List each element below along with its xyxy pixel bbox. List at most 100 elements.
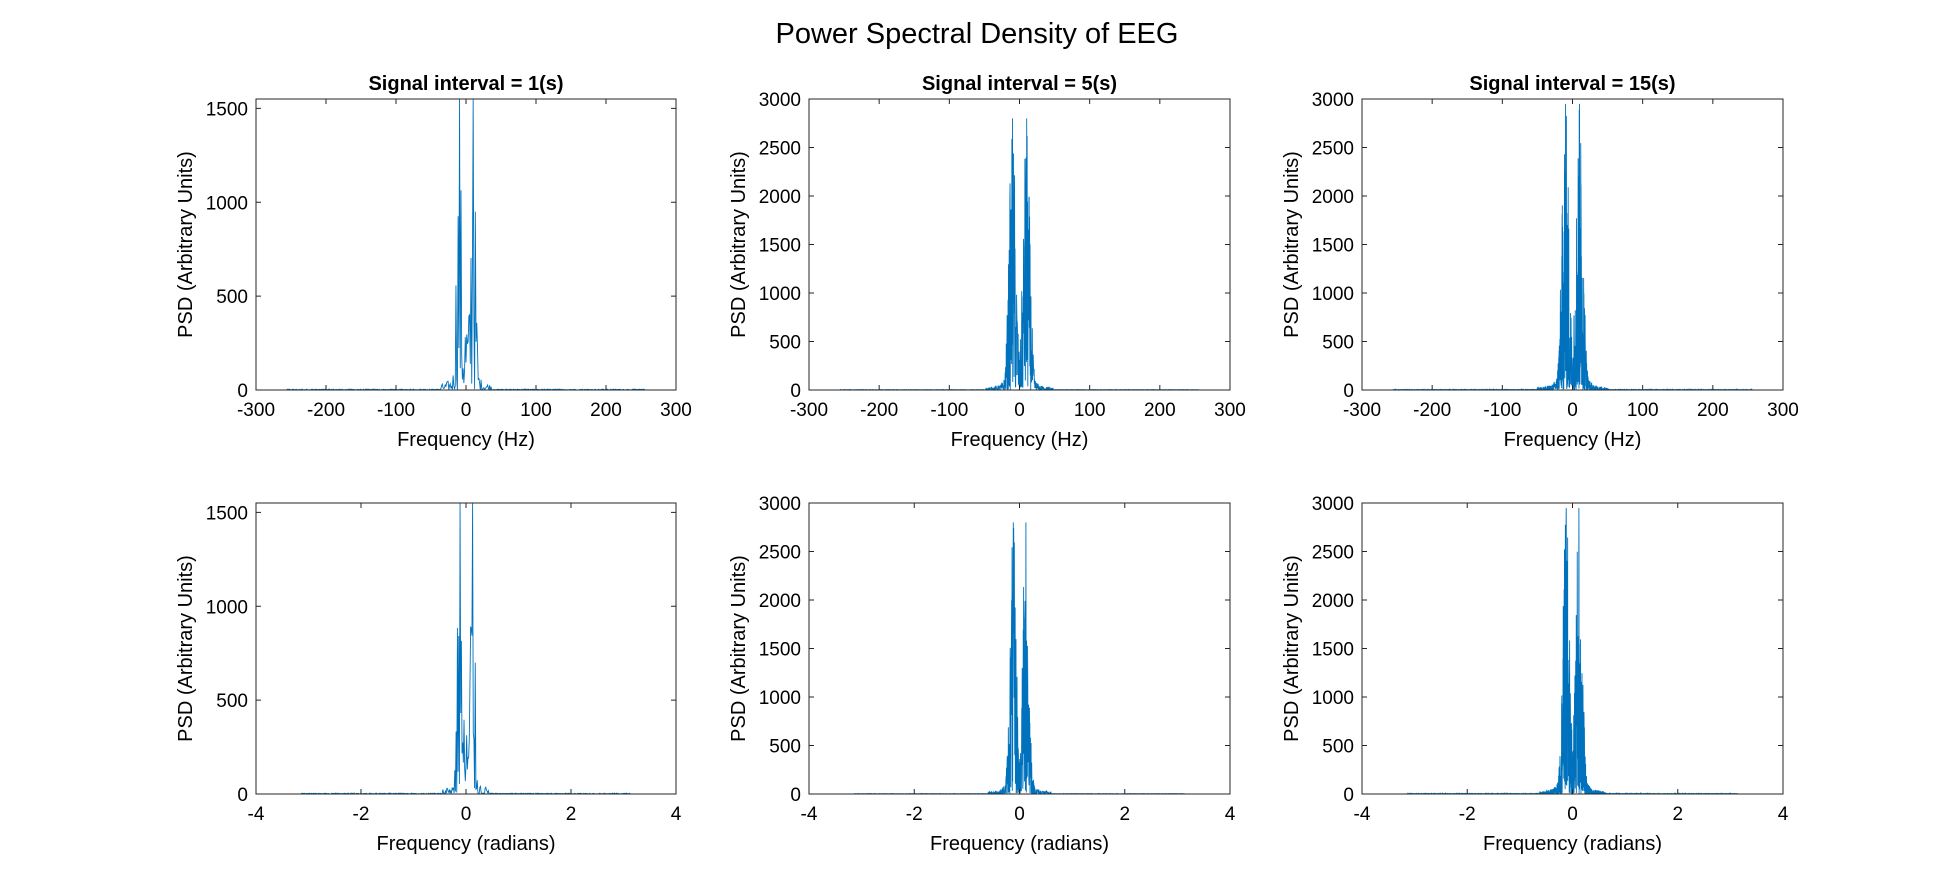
y-tick-label: 2500 <box>759 543 801 564</box>
x-tick-label: 4 <box>671 804 682 825</box>
y-tick-label: 0 <box>790 381 801 402</box>
subplot-2: -300 -200 -100 0 100 200 300050010001500200025… <box>728 73 1246 451</box>
y-tick-label: 3000 <box>759 90 801 111</box>
y-tick-label: 500 <box>769 737 801 758</box>
x-tick-label: -4 <box>248 804 265 825</box>
subplot-5: -4 -2 0 2 4 0 500 1000 1500 2000 2500 3000 Frequency… <box>728 494 1236 855</box>
subplot-title: Signal interval = 15(s) <box>1469 73 1675 95</box>
y-tick-label: 1500 <box>759 640 801 661</box>
x-axis-label: Frequency (radians) <box>1483 833 1662 855</box>
x-tick-label: 200 <box>590 400 622 421</box>
y-tick-label: 2500 <box>1312 139 1354 160</box>
x-tick-label: -200 <box>860 400 898 421</box>
y-axis-label: PSD (Arbitrary Units) <box>728 151 750 338</box>
x-tick-label: 0 <box>1567 804 1578 825</box>
y-tick-label: 500 <box>216 691 248 712</box>
y-tick-label: 500 <box>216 287 248 308</box>
x-tick-label: 0 <box>1567 400 1578 421</box>
y-tick-label: 1500 <box>759 236 801 257</box>
y-tick-label: 1000 <box>759 284 801 305</box>
axes-box <box>1361 502 1784 795</box>
x-tick-label: 4 <box>1778 804 1789 825</box>
y-tick-label: 2500 <box>759 139 801 160</box>
x-tick-label: 4 <box>1225 804 1236 825</box>
y-tick-label: 1000 <box>206 193 248 214</box>
x-axis-label: Frequency (radians) <box>377 833 556 855</box>
x-tick-label: -4 <box>801 804 818 825</box>
y-axis-label: PSD (Arbitrary Units) <box>1281 555 1303 742</box>
x-axis-label: Frequency (Hz) <box>951 429 1089 451</box>
x-tick-label: 0 <box>1014 400 1025 421</box>
subplot-title: Signal interval = 1(s) <box>368 73 563 95</box>
y-axis-label: PSD (Arbitrary Units) <box>175 151 197 338</box>
y-tick-label: 1500 <box>1312 640 1354 661</box>
x-tick-label: -100 <box>1483 400 1521 421</box>
x-tick-label: 200 <box>1697 400 1729 421</box>
y-tick-label: 1500 <box>206 503 248 524</box>
psd-series-line <box>1392 103 1753 390</box>
y-tick-label: 2000 <box>759 591 801 612</box>
x-tick-label: -200 <box>307 400 345 421</box>
x-tick-label: -2 <box>906 804 923 825</box>
x-axis-label: Frequency (Hz) <box>1504 429 1642 451</box>
x-tick-label: -2 <box>353 804 370 825</box>
x-tick-label: -4 <box>1354 804 1371 825</box>
x-tick-label: -300 <box>1343 400 1381 421</box>
y-tick-label: 500 <box>1322 333 1354 354</box>
y-tick-label: 1500 <box>206 99 248 120</box>
x-tick-label: -100 <box>377 400 415 421</box>
y-tick-label: 1000 <box>759 688 801 709</box>
x-tick-label: -100 <box>930 400 968 421</box>
psd-series-line <box>1406 507 1739 794</box>
psd-series-line <box>300 503 631 794</box>
subplot-1: -300 -200 -100 0 100 200 300 0 500 1000 1500 Signal… <box>175 73 692 451</box>
x-tick-label: 300 <box>1767 400 1799 421</box>
subplot-4: -4 -2 0 2 4 0 500 1000 1500 Frequency (radians) PS… <box>175 502 682 855</box>
x-tick-label: 0 <box>461 804 472 825</box>
y-tick-label: 2500 <box>1312 543 1354 564</box>
x-tick-label: 300 <box>660 400 692 421</box>
subplot-3: -300 -200 -100 0 100 200 300050010001500200025… <box>1281 73 1799 451</box>
y-tick-label: 3000 <box>1312 90 1354 111</box>
x-tick-label: 2 <box>566 804 577 825</box>
subplot-6: -4 -2 0 2 4 0 500 1000 1500 2000 2500 3000 Frequency… <box>1281 494 1789 855</box>
axes-box <box>808 502 1231 795</box>
y-tick-label: 1000 <box>206 597 248 618</box>
x-tick-label: -300 <box>237 400 275 421</box>
x-tick-label: 100 <box>1074 400 1106 421</box>
x-tick-label: 0 <box>1014 804 1025 825</box>
y-tick-label: 0 <box>1343 785 1354 806</box>
subplot-title: Signal interval = 5(s) <box>922 73 1117 95</box>
y-tick-label: 3000 <box>759 494 801 515</box>
psd-series-line <box>854 522 1185 794</box>
axes-box <box>808 98 1231 391</box>
y-axis-label: PSD (Arbitrary Units) <box>728 555 750 742</box>
y-tick-label: 0 <box>790 785 801 806</box>
y-axis-label: PSD (Arbitrary Units) <box>1281 151 1303 338</box>
x-tick-label: 300 <box>1214 400 1246 421</box>
x-tick-label: 100 <box>1627 400 1659 421</box>
y-tick-label: 1500 <box>1312 236 1354 257</box>
y-tick-label: 0 <box>1343 381 1354 402</box>
y-tick-label: 500 <box>769 333 801 354</box>
psd-series-line <box>286 99 646 390</box>
x-axis-label: Frequency (Hz) <box>397 429 535 451</box>
x-tick-label: 2 <box>1119 804 1130 825</box>
x-tick-label: 0 <box>461 400 472 421</box>
y-tick-label: 1000 <box>1312 688 1354 709</box>
x-tick-label: -200 <box>1413 400 1451 421</box>
y-axis-label: PSD (Arbitrary Units) <box>175 555 197 742</box>
y-tick-label: 0 <box>237 381 248 402</box>
x-axis-label: Frequency (radians) <box>930 833 1109 855</box>
y-tick-label: 2000 <box>759 187 801 208</box>
psd-series-line <box>839 118 1200 390</box>
y-tick-label: 0 <box>237 785 248 806</box>
x-tick-label: 200 <box>1144 400 1176 421</box>
x-tick-label: -300 <box>790 400 828 421</box>
figure-title: Power Spectral Density of EEG <box>775 18 1179 50</box>
x-tick-label: -2 <box>1459 804 1476 825</box>
y-tick-label: 2000 <box>1312 187 1354 208</box>
y-tick-label: 2000 <box>1312 591 1354 612</box>
y-tick-label: 1000 <box>1312 284 1354 305</box>
